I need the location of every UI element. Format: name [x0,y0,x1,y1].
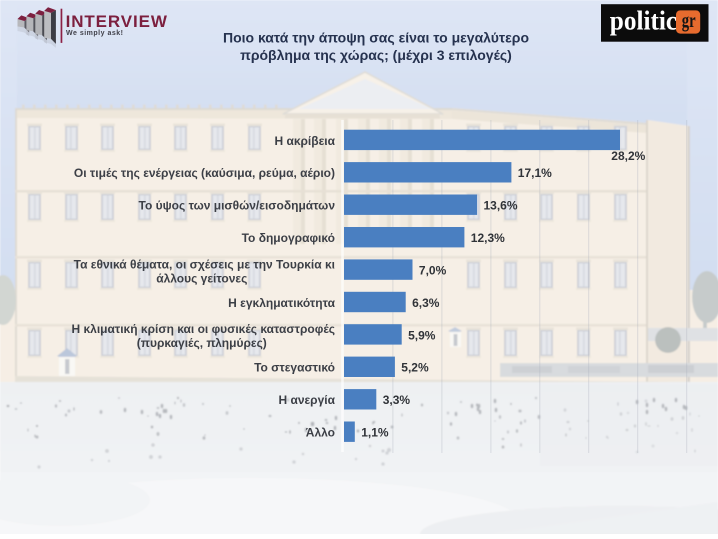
svg-text:13,6%: 13,6% [484,199,518,213]
svg-text:Η ακρίβεια: Η ακρίβεια [274,134,335,148]
svg-text:politic: politic [610,6,677,36]
svg-text:Το ύψος των μισθών/εισοδημάτων: Το ύψος των μισθών/εισοδημάτων [139,199,336,213]
svg-text:Η κλιματική κρίση και οι φυσικ: Η κλιματική κρίση και οι φυσικές καταστρ… [71,322,335,336]
svg-text:We simply ask!: We simply ask! [66,30,123,37]
svg-text:Τα εθνικά θέματα, οι σχέσεις μ: Τα εθνικά θέματα, οι σχέσεις με την Τουρ… [74,257,335,271]
svg-text:3,3%: 3,3% [383,393,411,407]
svg-text:12,3%: 12,3% [471,231,505,245]
svg-text:Ποιο κατά την άποψη σας είναι: Ποιο κατά την άποψη σας είναι το μεγαλύτ… [223,29,529,45]
svg-text:gr: gr [682,8,696,31]
svg-text:Οι τιμές της ενέργειας (καύσιμ: Οι τιμές της ενέργειας (καύσιμα, ρεύμα, … [74,166,335,180]
svg-text:Η ανεργία: Η ανεργία [278,393,335,407]
svg-text:Η εγκληματικότητα: Η εγκληματικότητα [228,296,335,310]
svg-text:17,1%: 17,1% [518,166,552,180]
svg-text:Το στεγαστικό: Το στεγαστικό [254,361,335,375]
svg-text:Άλλο: Άλλο [306,426,335,440]
svg-text:5,2%: 5,2% [401,361,429,375]
svg-text:28,2%: 28,2% [611,149,645,163]
svg-text:Το δημογραφικό: Το δημογραφικό [242,231,335,245]
svg-text:5,9%: 5,9% [408,328,436,342]
svg-text:INTERVIEW: INTERVIEW [66,12,168,31]
svg-text:πρόβλημα της χώρας; (μέχρι 3 ε: πρόβλημα της χώρας; (μέχρι 3 επιλογές) [240,47,512,63]
svg-text:7,0%: 7,0% [419,264,447,278]
svg-text:1,1%: 1,1% [361,426,389,440]
svg-text:άλλους γείτονες: άλλους γείτονες [156,271,247,285]
svg-text:6,3%: 6,3% [412,296,440,310]
svg-text:(πυρκαγιές, πλημύρες): (πυρκαγιές, πλημύρες) [137,336,267,350]
